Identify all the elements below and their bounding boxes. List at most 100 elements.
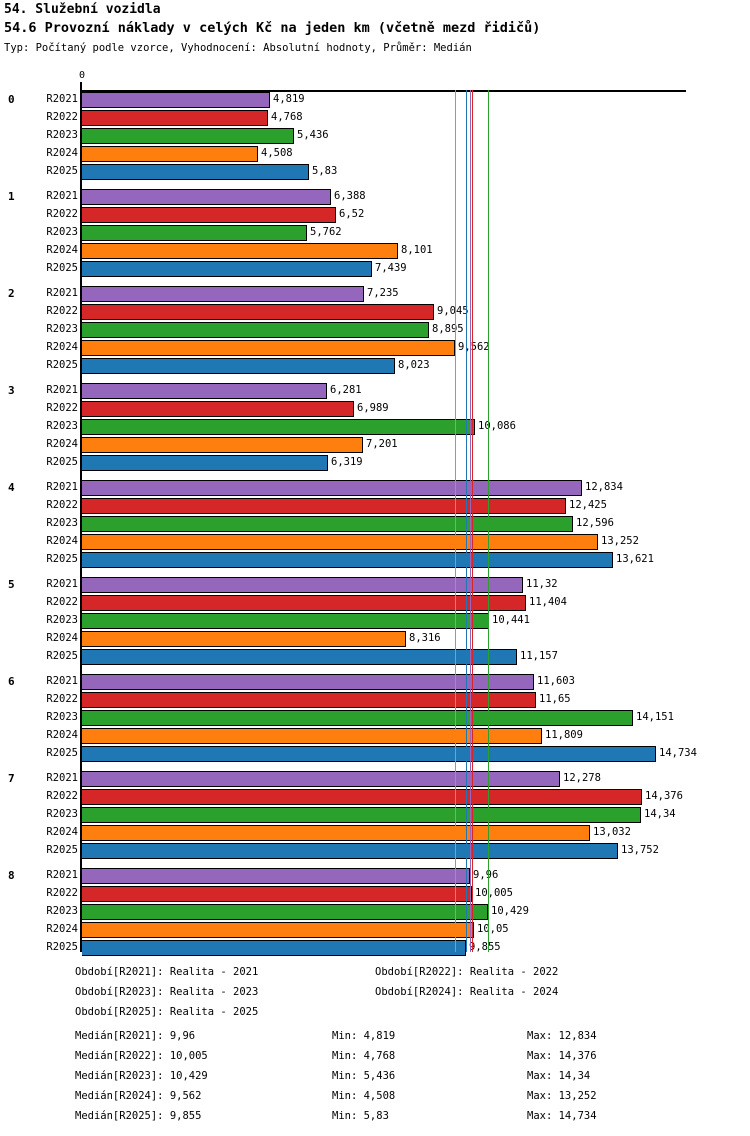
bar-r2024[interactable] bbox=[82, 631, 406, 647]
bar-row[interactable]: R2025 6,319 bbox=[0, 455, 750, 471]
bar-r2022[interactable] bbox=[82, 692, 536, 708]
bar-r2022[interactable] bbox=[82, 498, 566, 514]
bar-value-label: 11,603 bbox=[537, 675, 575, 687]
bar-row[interactable]: R2025 8,023 bbox=[0, 358, 750, 374]
stat-min: Min: 5,83 bbox=[332, 1110, 389, 1122]
bar-r2025[interactable] bbox=[82, 843, 618, 859]
bar-row[interactable]: R2023 14,151 bbox=[0, 710, 750, 726]
bar-row[interactable]: R2021 9,96 bbox=[0, 868, 750, 884]
bar-row[interactable]: R2024 7,201 bbox=[0, 437, 750, 453]
bar-row-label: R2025 bbox=[46, 941, 78, 953]
bar-row[interactable]: R2023 10,429 bbox=[0, 904, 750, 920]
bar-row[interactable]: R2023 14,34 bbox=[0, 807, 750, 823]
bar-row[interactable]: R2024 10,05 bbox=[0, 922, 750, 938]
stat-median: Medián[R2021]: 9,96 bbox=[75, 1030, 196, 1042]
bar-r2024[interactable] bbox=[82, 340, 455, 356]
bar-r2025[interactable] bbox=[82, 940, 466, 956]
bar-row[interactable]: R2024 13,252 bbox=[0, 534, 750, 550]
bar-row[interactable]: R2025 11,157 bbox=[0, 649, 750, 665]
bar-row[interactable]: R2025 9,855 bbox=[0, 940, 750, 956]
bar-row[interactable]: R2025 14,734 bbox=[0, 746, 750, 762]
bar-r2024[interactable] bbox=[82, 146, 258, 162]
bar-row[interactable]: R2024 4,508 bbox=[0, 146, 750, 162]
bar-row[interactable]: R2021 11,32 bbox=[0, 577, 750, 593]
page-title: 54. Služební vozidla bbox=[4, 2, 161, 17]
bar-row-label: R2024 bbox=[46, 729, 78, 741]
bar-r2023[interactable] bbox=[82, 128, 294, 144]
bar-row[interactable]: R2021 11,603 bbox=[0, 674, 750, 690]
bar-row[interactable]: R2023 10,441 bbox=[0, 613, 750, 629]
bar-r2024[interactable] bbox=[82, 437, 363, 453]
bar-r2025[interactable] bbox=[82, 746, 656, 762]
bar-row[interactable]: R2022 14,376 bbox=[0, 789, 750, 805]
bar-r2022[interactable] bbox=[82, 789, 642, 805]
bar-row[interactable]: R2022 6,989 bbox=[0, 401, 750, 417]
bar-row[interactable]: R2021 6,388 bbox=[0, 189, 750, 205]
bar-r2023[interactable] bbox=[82, 904, 488, 920]
bar-r2021[interactable] bbox=[82, 771, 560, 787]
bar-r2025[interactable] bbox=[82, 261, 372, 277]
bar-r2022[interactable] bbox=[82, 207, 336, 223]
bar-row[interactable]: R2022 10,005 bbox=[0, 886, 750, 902]
bar-r2023[interactable] bbox=[82, 516, 573, 532]
bar-r2025[interactable] bbox=[82, 164, 309, 180]
bar-r2022[interactable] bbox=[82, 595, 526, 611]
bar-row[interactable]: R2021 6,281 bbox=[0, 383, 750, 399]
bar-row[interactable]: R2023 5,762 bbox=[0, 225, 750, 241]
bar-r2022[interactable] bbox=[82, 401, 354, 417]
bar-r2024[interactable] bbox=[82, 922, 474, 938]
bar-row[interactable]: R2022 11,65 bbox=[0, 692, 750, 708]
bar-r2022[interactable] bbox=[82, 110, 268, 126]
bar-row[interactable]: R2022 11,404 bbox=[0, 595, 750, 611]
bar-r2021[interactable] bbox=[82, 286, 364, 302]
bar-r2023[interactable] bbox=[82, 322, 429, 338]
bar-r2024[interactable] bbox=[82, 243, 398, 259]
bar-r2025[interactable] bbox=[82, 455, 328, 471]
bar-r2025[interactable] bbox=[82, 649, 517, 665]
bar-r2023[interactable] bbox=[82, 419, 475, 435]
bar-row-label: R2025 bbox=[46, 650, 78, 662]
bar-row[interactable]: R2021 12,278 bbox=[0, 771, 750, 787]
bar-r2021[interactable] bbox=[82, 480, 582, 496]
bar-r2021[interactable] bbox=[82, 868, 470, 884]
bar-r2023[interactable] bbox=[82, 613, 489, 629]
bar-row[interactable]: R2024 8,101 bbox=[0, 243, 750, 259]
bar-row-label: R2025 bbox=[46, 165, 78, 177]
bar-row[interactable]: R2024 11,809 bbox=[0, 728, 750, 744]
bar-row[interactable]: R2024 13,032 bbox=[0, 825, 750, 841]
bar-row[interactable]: R2022 12,425 bbox=[0, 498, 750, 514]
bar-r2023[interactable] bbox=[82, 807, 641, 823]
bar-row[interactable]: R2023 8,895 bbox=[0, 322, 750, 338]
bar-row[interactable]: R2025 13,621 bbox=[0, 552, 750, 568]
bar-r2025[interactable] bbox=[82, 358, 395, 374]
bar-r2023[interactable] bbox=[82, 710, 633, 726]
bar-r2024[interactable] bbox=[82, 825, 590, 841]
bar-row[interactable]: R2023 5,436 bbox=[0, 128, 750, 144]
bar-row[interactable]: R2022 9,045 bbox=[0, 304, 750, 320]
bar-row[interactable]: R2023 10,086 bbox=[0, 419, 750, 435]
bar-row[interactable]: R2022 4,768 bbox=[0, 110, 750, 126]
bar-row[interactable]: R2023 12,596 bbox=[0, 516, 750, 532]
bar-row[interactable]: R2024 8,316 bbox=[0, 631, 750, 647]
bar-r2024[interactable] bbox=[82, 534, 598, 550]
bar-row[interactable]: R2025 5,83 bbox=[0, 164, 750, 180]
stat-max: Max: 14,734 bbox=[527, 1110, 597, 1122]
bar-row[interactable]: R2021 7,235 bbox=[0, 286, 750, 302]
bar-row[interactable]: R2022 6,52 bbox=[0, 207, 750, 223]
bar-r2024[interactable] bbox=[82, 728, 542, 744]
bar-row[interactable]: R2021 4,819 bbox=[0, 92, 750, 108]
bar-r2021[interactable] bbox=[82, 577, 523, 593]
bar-row[interactable]: R2021 12,834 bbox=[0, 480, 750, 496]
bar-r2022[interactable] bbox=[82, 304, 434, 320]
bar-r2021[interactable] bbox=[82, 674, 534, 690]
bar-row[interactable]: R2025 7,439 bbox=[0, 261, 750, 277]
stat-max: Max: 14,376 bbox=[527, 1050, 597, 1062]
bar-r2023[interactable] bbox=[82, 225, 307, 241]
bar-r2021[interactable] bbox=[82, 189, 331, 205]
bar-r2021[interactable] bbox=[82, 383, 327, 399]
bar-row[interactable]: R2025 13,752 bbox=[0, 843, 750, 859]
bar-r2021[interactable] bbox=[82, 92, 270, 108]
bar-r2025[interactable] bbox=[82, 552, 613, 568]
bar-row[interactable]: R2024 9,562 bbox=[0, 340, 750, 356]
bar-r2022[interactable] bbox=[82, 886, 472, 902]
